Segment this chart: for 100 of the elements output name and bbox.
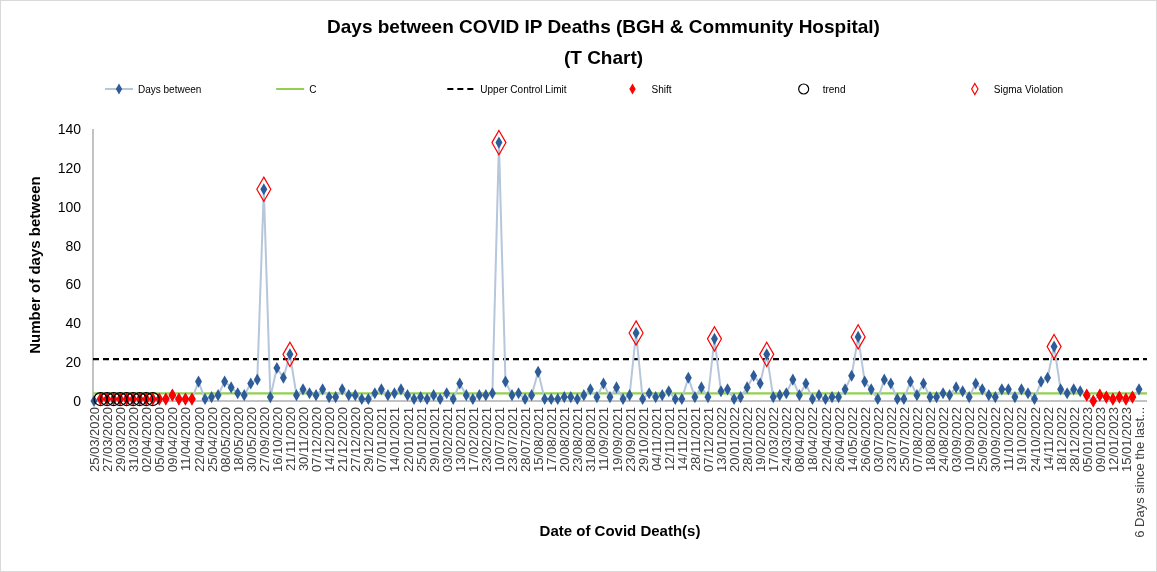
x-tick-label: 28/11/2021 [687,407,703,472]
x-tick-label: 21/11/2020 [282,407,298,472]
y-tick-label: 40 [65,315,82,332]
x-tick-label: 25/09/2022 [975,407,991,473]
x-tick-label: 23/07/2021 [505,407,520,473]
x-tick-label: 6 Days since the last... [1132,407,1147,538]
x-tick-label: 29/01/2021 [426,407,442,473]
x-tick-label: 03/09/2022 [949,407,965,473]
x-tick-label: 07/12/2021 [700,407,716,473]
x-tick-label: 14/05/2022 [844,407,860,473]
x-tick-label: 10/07/2021 [491,407,507,473]
x-tick-label: 17/08/2021 [544,407,560,473]
x-tick-label: 13/02/2021 [452,407,468,473]
x-tick-label: 27/09/2020 [256,407,272,473]
chart-subtitle: (T Chart) [563,47,644,68]
x-tick-label: 24/08/2022 [936,407,952,473]
x-tick-label: 25/03/2020 [87,407,102,473]
x-tick-label: 14/12/2020 [322,407,338,473]
x-tick-label: 08/05/2020 [217,407,233,473]
chart-title: Days between COVID IP Deaths (BGH & Community Hospital) [327,16,880,37]
x-tick-label: 05/01/2023 [1079,407,1095,473]
point [113,391,128,407]
x-tick-label: 30/09/2022 [988,407,1004,473]
legend-label: Shift [651,83,672,95]
x-tick-label: 13/01/2022 [714,407,729,473]
x-tick-label: 26/06/2022 [857,407,873,473]
x-tick-label: 18/05/2020 [230,407,246,473]
x-tick-label: 28/01/2022 [740,407,756,473]
y-tick-label: 140 [57,121,82,137]
legend-label: Sigma Violation [993,83,1064,95]
y-tick-label: 60 [65,276,82,293]
legend-label: Upper Control Limit [480,83,567,95]
y-tick-label: 120 [57,159,82,176]
x-tick-label: 27/03/2020 [100,407,116,473]
x-tick-label: 19/10/2022 [1014,407,1030,473]
x-tick-label: 30/11/2020 [296,407,311,472]
x-tick-label: 22/04/2020 [191,407,207,473]
x-tick-label: 22/01/2021 [400,407,416,473]
x-tick-label: 26/04/2022 [831,407,847,473]
x-tick-label: 03/07/2022 [870,407,886,473]
x-tick-label: 18/04/2022 [805,407,821,473]
x-tick-label: 31/03/2020 [126,407,142,473]
x-tick-label: 28/07/2021 [518,407,534,473]
x-tick-label: 09/01/2023 [1092,407,1108,473]
x-tick-label: 23/08/2021 [570,407,586,473]
x-tick-label: 05/04/2020 [152,407,168,473]
x-tick-label: 11/10/2022 [1001,407,1017,472]
x-tick-label: 29/10/2021 [635,407,651,473]
x-tick-label: 24/10/2022 [1027,407,1043,473]
x-tick-label: 31/08/2021 [583,407,599,473]
x-tick-label: 28/12/2022 [1066,407,1082,473]
x-tick-label: 14/11/2021 [674,407,690,472]
x-tick-label: 24/03/2022 [779,407,795,473]
y-tick-label: 100 [57,198,82,215]
x-tick-label: 21/12/2020 [335,407,351,473]
x-tick-label: 23/02/2021 [478,407,494,473]
x-tick-label: 18/12/2022 [1053,407,1069,473]
x-tick-label: 14/11/2022 [1040,407,1056,472]
x-tick-label: 07/08/2022 [909,407,925,473]
x-tick-label: 25/04/2020 [204,407,220,473]
x-tick-label: 12/11/2021 [661,407,677,472]
x-tick-label: 08/04/2022 [792,407,808,473]
x-tick-label: 09/04/2020 [165,407,181,473]
x-tick-label: 29/03/2020 [113,407,129,473]
x-tick-label: 03/02/2021 [439,407,455,473]
x-tick-label: 10/09/2022 [962,407,978,473]
x-tick-label: 22/04/2022 [818,407,834,473]
x-tick-label: 19/09/2021 [609,407,625,473]
x-tick-label: 25/07/2022 [896,407,912,473]
x-tick-label: 23/07/2022 [883,407,899,473]
x-tick-label: 30/05/2020 [243,407,259,473]
legend-label: trend [822,83,846,95]
y-tick-label: 20 [65,354,82,371]
x-axis-title: Date of Covid Death(s) [539,522,701,539]
x-tick-label: 29/12/2020 [361,407,377,473]
x-tick-label: 17/03/2022 [766,407,782,473]
x-tick-label: 15/08/2021 [531,407,547,473]
x-tick-label: 07/01/2021 [374,407,390,473]
x-tick-label: 14/01/2021 [387,407,403,473]
y-axis-title: Number of days between [26,176,43,354]
x-tick-label: 17/02/2021 [465,407,481,473]
x-tick-label: 04/11/2021 [648,407,664,472]
x-tick-label: 19/02/2022 [753,407,769,473]
x-tick-label: 11/09/2021 [596,407,612,472]
x-tick-label: 15/01/2023 [1118,407,1134,473]
x-tick-label: 12/01/2023 [1105,407,1121,473]
x-tick-label: 20/01/2022 [727,407,743,473]
point [126,391,141,407]
y-tick-label: 0 [73,393,82,409]
x-tick-label: 11/04/2020 [178,407,194,472]
x-tick-label: 02/04/2020 [139,407,155,473]
x-tick-label: 18/08/2022 [923,407,938,473]
x-tick-label: 07/12/2020 [309,407,325,473]
x-tick-label: 20/08/2021 [557,407,573,473]
x-tick-label: 16/10/2020 [269,407,285,473]
legend-label: Days between [138,83,202,95]
x-tick-label: 25/01/2021 [413,407,429,473]
x-tick-label: 27/12/2020 [348,407,364,473]
legend-label: C [309,83,317,95]
y-tick-label: 80 [65,237,82,254]
